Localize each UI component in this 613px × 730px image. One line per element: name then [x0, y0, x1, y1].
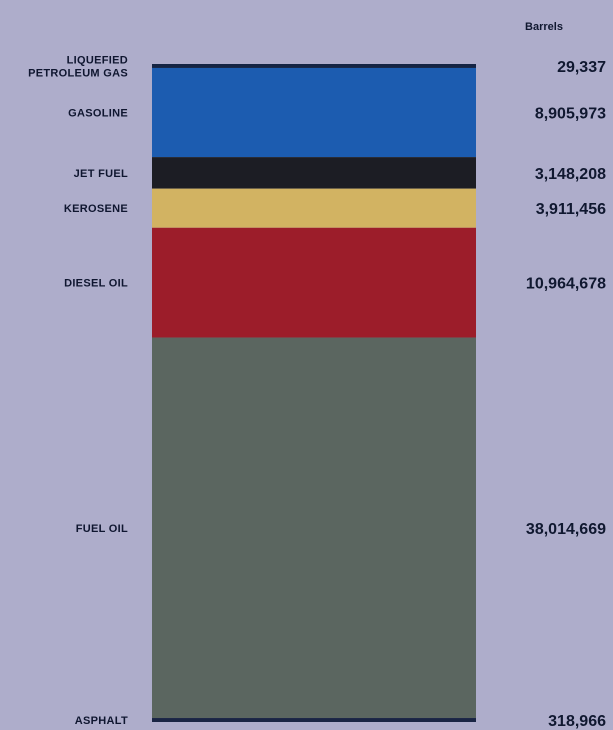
- value-label-fuel-oil: 38,014,669: [526, 521, 606, 538]
- value-labels: 29,337 8,905,973 3,148,208 3,911,456 10,964,…: [526, 59, 606, 730]
- value-label-gasoline: 8,905,973: [535, 106, 606, 123]
- bar-stack: [152, 64, 476, 722]
- category-label-kerosene: KEROSENE: [64, 203, 128, 215]
- category-label-jet-fuel: JET FUEL: [74, 168, 128, 180]
- bar-segment-jet-fuel: [152, 157, 476, 189]
- category-labels: LIQUEFIED PETROLEUM GAS GASOLINE JET FUEL KE…: [28, 54, 128, 727]
- bar-segment-asphalt: [152, 718, 476, 722]
- value-label-asphalt: 318,966: [548, 713, 606, 730]
- category-label-fuel-oil: FUEL OIL: [76, 523, 128, 535]
- category-label-diesel-oil: DIESEL OIL: [64, 278, 128, 290]
- value-label-liquefied-petroleum-gas: 29,337: [557, 59, 606, 76]
- value-label-jet-fuel: 3,148,208: [535, 166, 606, 183]
- bar-segment-gasoline: [152, 67, 476, 158]
- unit-label: Barrels: [525, 21, 563, 33]
- category-label-liquefied-petroleum-gas: LIQUEFIED PETROLEUM GAS: [28, 54, 128, 79]
- value-label-kerosene: 3,911,456: [536, 201, 606, 218]
- bar-segment-kerosene: [152, 188, 476, 228]
- value-label-diesel-oil: 10,964,678: [526, 276, 606, 293]
- bar-segment-liquefied-petroleum-gas: [152, 64, 476, 68]
- category-label-gasoline: GASOLINE: [68, 108, 128, 120]
- category-label-asphalt: ASPHALT: [75, 715, 128, 727]
- bar-segment-fuel-oil: [152, 337, 476, 719]
- bar-segment-diesel-oil: [152, 227, 476, 338]
